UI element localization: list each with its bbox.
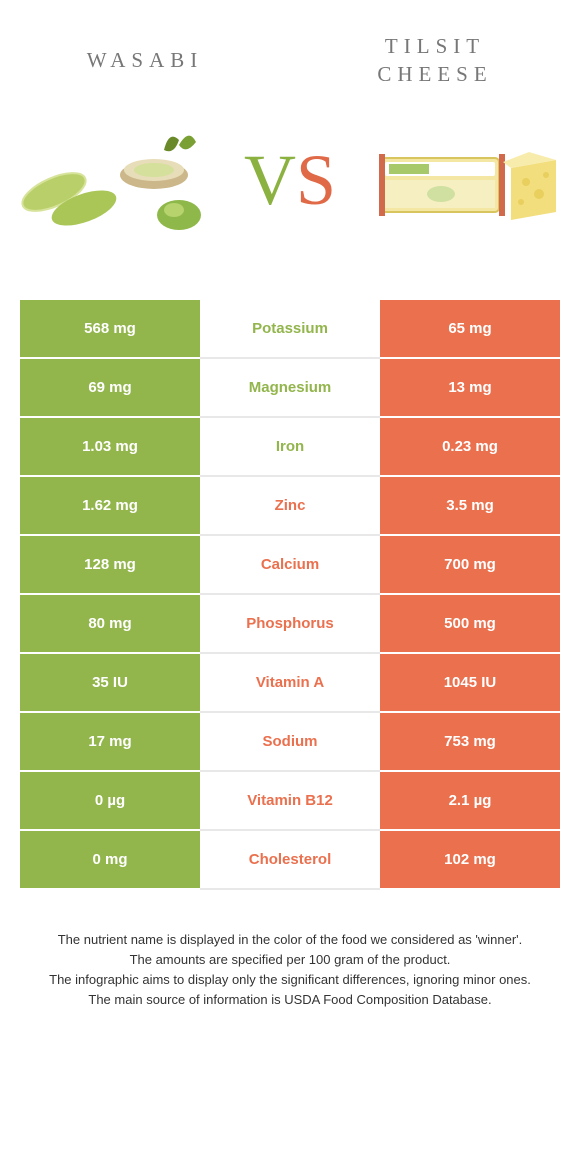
vs-label: VS [238, 139, 342, 222]
right-value: 753 mg [380, 713, 560, 772]
note-line: The nutrient name is displayed in the co… [20, 930, 560, 950]
nutrient-label: Vitamin A [200, 654, 380, 713]
note-line: The infographic aims to display only the… [20, 970, 560, 990]
nutrient-label: Iron [200, 418, 380, 477]
cheese-icon [361, 120, 561, 240]
left-value: 1.62 mg [20, 477, 200, 536]
nutrient-label: Calcium [200, 536, 380, 595]
titles-row: WASABI TILSIT CHEESE [0, 0, 580, 100]
comparison-table: 568 mgPotassium65 mg69 mgMagnesium13 mg1… [20, 300, 560, 890]
table-row: 0 mgCholesterol102 mg [20, 831, 560, 890]
table-row: 35 IUVitamin A1045 IU [20, 654, 560, 713]
right-value: 3.5 mg [380, 477, 560, 536]
right-value: 13 mg [380, 359, 560, 418]
left-title: WASABI [87, 46, 204, 74]
table-row: 568 mgPotassium65 mg [20, 300, 560, 359]
nutrient-label: Cholesterol [200, 831, 380, 890]
vs-v: V [244, 140, 296, 220]
left-value: 568 mg [20, 300, 200, 359]
right-value: 2.1 µg [380, 772, 560, 831]
nutrient-label: Phosphorus [200, 595, 380, 654]
nutrient-label: Sodium [200, 713, 380, 772]
left-value: 35 IU [20, 654, 200, 713]
table-row: 128 mgCalcium700 mg [20, 536, 560, 595]
vs-s: S [296, 140, 336, 220]
wasabi-image [0, 120, 238, 240]
note-line: The main source of information is USDA F… [20, 990, 560, 1010]
table-row: 0 µgVitamin B122.1 µg [20, 772, 560, 831]
nutrient-label: Magnesium [200, 359, 380, 418]
wasabi-icon [14, 120, 224, 240]
cheese-image [342, 120, 580, 240]
right-value: 1045 IU [380, 654, 560, 713]
right-value: 65 mg [380, 300, 560, 359]
left-value: 17 mg [20, 713, 200, 772]
table-row: 17 mgSodium753 mg [20, 713, 560, 772]
left-value: 0 µg [20, 772, 200, 831]
left-value: 80 mg [20, 595, 200, 654]
right-value: 0.23 mg [380, 418, 560, 477]
table-row: 80 mgPhosphorus500 mg [20, 595, 560, 654]
table-row: 69 mgMagnesium13 mg [20, 359, 560, 418]
right-value: 500 mg [380, 595, 560, 654]
nutrient-label: Potassium [200, 300, 380, 359]
hero-row: VS [0, 100, 580, 260]
table-row: 1.03 mgIron0.23 mg [20, 418, 560, 477]
left-value: 69 mg [20, 359, 200, 418]
table-row: 1.62 mgZinc3.5 mg [20, 477, 560, 536]
note-line: The amounts are specified per 100 gram o… [20, 950, 560, 970]
left-value: 0 mg [20, 831, 200, 890]
left-title-col: WASABI [0, 20, 290, 100]
footer-notes: The nutrient name is displayed in the co… [20, 930, 560, 1011]
right-title: TILSIT CHEESE [377, 32, 492, 89]
right-value: 102 mg [380, 831, 560, 890]
left-value: 128 mg [20, 536, 200, 595]
right-title-col: TILSIT CHEESE [290, 20, 580, 100]
nutrient-label: Zinc [200, 477, 380, 536]
right-value: 700 mg [380, 536, 560, 595]
nutrient-label: Vitamin B12 [200, 772, 380, 831]
left-value: 1.03 mg [20, 418, 200, 477]
